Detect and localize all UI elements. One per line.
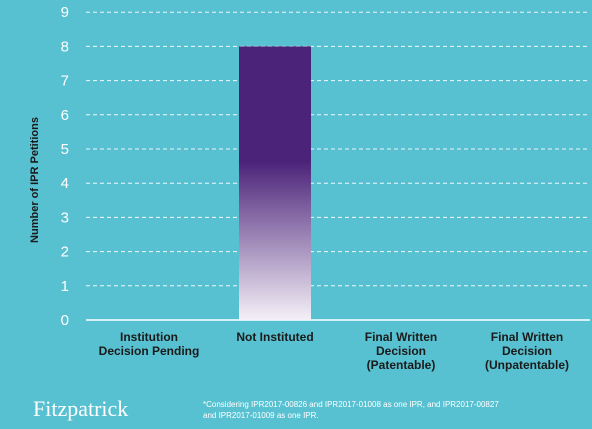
y-tick-label: 4 — [61, 175, 69, 192]
y-axis-title: Number of IPR Petitions — [29, 117, 41, 243]
y-tick-label: 8 — [61, 38, 69, 55]
x-category-label: Final Written Decision (Patentable) — [365, 330, 437, 372]
y-tick-label: 1 — [61, 278, 69, 295]
x-category-label: Final Written Decision (Unpatentable) — [485, 330, 569, 372]
y-tick-label: 0 — [61, 312, 69, 329]
footnote-line-1: *Considering IPR2017-00826 and IPR2017-0… — [203, 400, 499, 409]
x-category-labels: Institution Decision Pending Not Institute… — [99, 330, 569, 372]
y-tick-label: 9 — [61, 4, 69, 21]
bars — [239, 46, 311, 321]
bar — [239, 46, 311, 321]
y-tick-label: 6 — [61, 107, 69, 124]
fitzpatrick-logo: Fitzpatrick — [33, 396, 128, 421]
y-tick-label: 2 — [61, 244, 69, 261]
x-category-label: Not Instituted — [236, 330, 313, 344]
y-tick-label: 3 — [61, 209, 69, 226]
footnote-line-2: and IPR2017-01009 as one IPR. — [203, 411, 319, 420]
y-tick-labels: 0 1 2 3 4 5 6 7 8 9 — [61, 4, 69, 329]
x-category-label: Institution Decision Pending — [99, 330, 200, 358]
y-tick-label: 7 — [61, 73, 69, 90]
y-tick-label: 5 — [61, 141, 69, 158]
grid-lines — [86, 11, 590, 321]
